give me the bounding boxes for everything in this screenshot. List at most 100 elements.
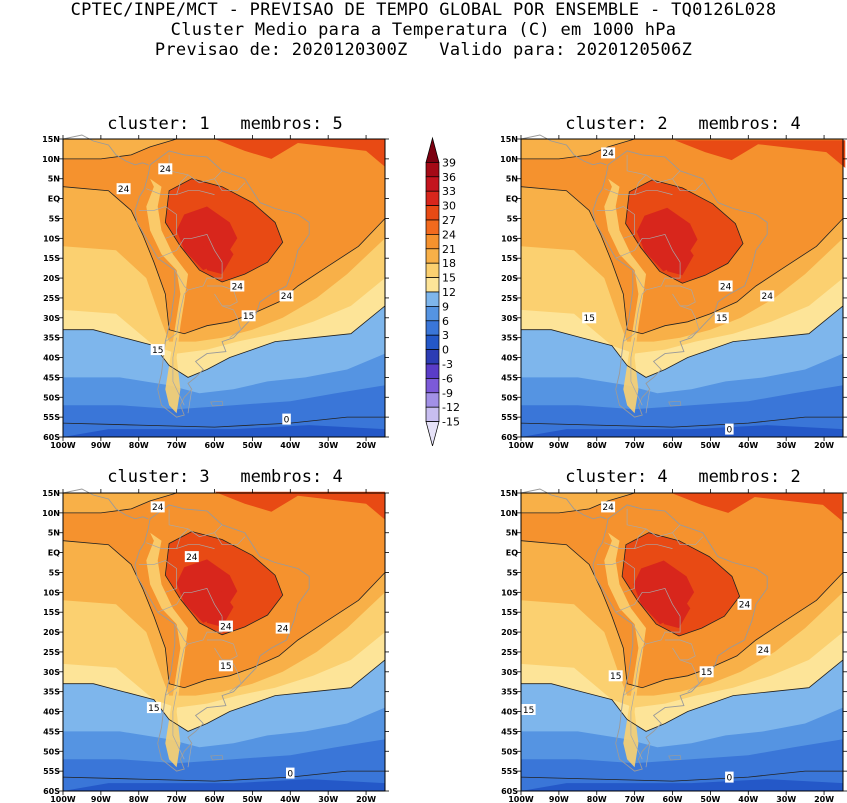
lat-tick-label: 15N: [42, 135, 60, 144]
lat-tick-label: 55S: [43, 413, 60, 422]
contour-label: 0: [282, 413, 291, 425]
panel-2-title: cluster: 2 membros: 4: [565, 114, 801, 134]
lat-tick-label: 60S: [501, 787, 518, 796]
colorbar-segment: [425, 234, 440, 250]
lon-tick-label: 100W: [50, 795, 76, 803]
contour-label: 24: [601, 501, 616, 513]
lon-tick-label: 20W: [356, 441, 376, 450]
figure-title-line1: CPTEC/INPE/MCT - PREVISAO DE TEMPO GLOBA…: [70, 0, 777, 20]
lat-tick-label: 40S: [501, 354, 518, 363]
lat-tick-label: 50S: [43, 393, 60, 402]
map-panel-4: 24 24 24 15 15 15 0 15N 10N 5N EQ 5S 10S 15S 20S 25S 30S…: [500, 488, 847, 803]
svg-text:0: 0: [284, 415, 290, 425]
lat-tick-label: 45S: [501, 727, 518, 736]
contour-label: 15: [146, 702, 161, 714]
lon-tick-label: 20W: [356, 795, 376, 803]
map-panel-3: 24 24 24 24 15 15 0 15N 10N 5N EQ 5S 10S 15S 20S 25S 30S…: [42, 488, 389, 803]
svg-text:24: 24: [118, 185, 130, 195]
lat-tick-label: 15N: [42, 489, 60, 498]
colorbar-label: 33: [442, 185, 456, 198]
contour-label: 24: [756, 644, 771, 656]
lon-tick-label: 80W: [129, 441, 149, 450]
svg-text:24: 24: [281, 292, 293, 302]
lat-tick-label: 10S: [43, 234, 60, 243]
lon-tick-label: 50W: [700, 795, 720, 803]
panel-4-title: cluster: 4 membros: 2: [565, 467, 801, 487]
contour-label: 15: [699, 666, 714, 678]
contour-label: 15: [582, 312, 597, 324]
lon-tick-label: 40W: [738, 441, 758, 450]
lat-tick-label: 10N: [42, 155, 60, 164]
contour-label: 0: [286, 767, 295, 779]
lat-tick-label: 25S: [43, 648, 60, 657]
lat-tick-label: 20S: [43, 628, 60, 637]
colorbar-label: 0: [442, 344, 449, 357]
colorbar-label: -9: [442, 387, 453, 400]
lat-tick-label: 60S: [43, 787, 60, 796]
lon-tick-label: 60W: [205, 795, 225, 803]
lat-tick-label: 55S: [43, 767, 60, 776]
lon-tick-label: 60W: [663, 795, 683, 803]
lat-tick-label: 55S: [501, 413, 518, 422]
lat-tick-label: 15S: [501, 254, 518, 263]
lon-tick-label: 50W: [700, 441, 720, 450]
colorbar-segment: [425, 378, 440, 394]
lon-tick-label: 100W: [508, 441, 534, 450]
lat-tick-label: 35S: [43, 688, 60, 697]
lon-tick-label: 70W: [167, 441, 187, 450]
colorbar-label: 27: [442, 214, 456, 227]
map-panel-2: 24 24 24 15 15 0 15N 10N 5N EQ 5S 10S 15S 20S 25S 30S 35…: [500, 134, 847, 450]
colorbar-segment: [425, 320, 440, 336]
colorbar-label: 15: [442, 272, 456, 285]
contour-label: 24: [601, 147, 616, 159]
colorbar-segment: [425, 334, 440, 350]
lon-tick-label: 20W: [814, 795, 834, 803]
colorbar-label: 6: [442, 315, 449, 328]
lat-tick-label: 15S: [43, 254, 60, 263]
figure-title-line2: Cluster Medio para a Temperatura (C) em …: [170, 20, 677, 40]
lat-tick-label: 5S: [49, 214, 61, 223]
colorbar-label: 21: [442, 243, 456, 256]
contour-label: 24: [116, 183, 131, 195]
lon-tick-label: 40W: [280, 795, 300, 803]
contour-label: 0: [725, 771, 734, 783]
svg-text:24: 24: [602, 149, 614, 159]
lon-tick-label: 70W: [625, 795, 645, 803]
contour-label: 24: [184, 551, 199, 563]
contour-label: 15: [714, 312, 729, 324]
lat-tick-label: 55S: [501, 767, 518, 776]
lat-tick-label: 35S: [43, 334, 60, 343]
lat-tick-label: 35S: [501, 688, 518, 697]
colorbar-arrow-bottom: [425, 421, 440, 446]
lon-tick-label: 20W: [814, 441, 834, 450]
lon-tick-label: 30W: [318, 441, 338, 450]
lon-tick-label: 50W: [242, 795, 262, 803]
lat-tick-label: 10S: [501, 588, 518, 597]
contour-label: 15: [241, 310, 256, 322]
svg-text:24: 24: [152, 503, 164, 513]
colorbar-label: 39: [442, 156, 456, 169]
lon-tick-label: 100W: [508, 795, 534, 803]
svg-text:15: 15: [716, 314, 727, 324]
lat-tick-label: 20S: [501, 628, 518, 637]
svg-text:24: 24: [220, 622, 232, 632]
svg-text:24: 24: [758, 646, 770, 656]
lon-tick-label: 90W: [549, 441, 569, 450]
colorbar-label: -12: [442, 401, 460, 414]
svg-text:0: 0: [727, 425, 733, 435]
lat-tick-label: 35S: [501, 334, 518, 343]
panel-3-title: cluster: 3 membros: 4: [107, 467, 343, 487]
lat-tick-label: EQ: [48, 549, 60, 558]
lat-tick-label: 20S: [501, 274, 518, 283]
colorbar-label: 9: [442, 300, 449, 313]
colorbar-segment: [425, 262, 440, 278]
lat-tick-label: 15S: [43, 608, 60, 617]
svg-text:24: 24: [761, 292, 773, 302]
lat-tick-label: 10N: [500, 155, 518, 164]
svg-text:15: 15: [220, 662, 231, 672]
lat-tick-label: 5N: [506, 529, 518, 538]
lat-tick-label: 45S: [501, 373, 518, 382]
svg-text:24: 24: [232, 282, 244, 292]
lat-tick-label: 30S: [501, 668, 518, 677]
lon-tick-label: 90W: [91, 441, 111, 450]
